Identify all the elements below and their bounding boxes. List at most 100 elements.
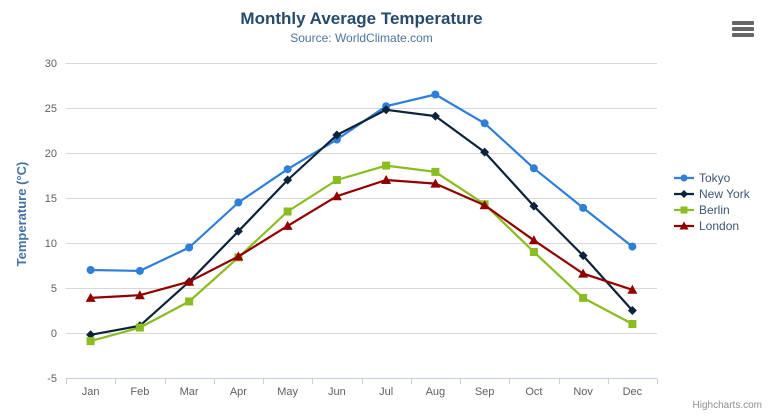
chart-title: Monthly Average Temperature (240, 9, 483, 28)
series-line (89, 93, 634, 272)
marker-triangle (331, 191, 342, 201)
y-axis-labels: -5 0 5 10 15 20 25 30 (45, 58, 57, 385)
marker-circle (185, 243, 194, 252)
x-tick-label: Nov (573, 386, 593, 398)
marker-circle (135, 266, 144, 275)
x-tick-label: May (277, 386, 298, 398)
marker-triangle (85, 292, 96, 302)
marker-circle (431, 90, 440, 99)
marker-square (680, 206, 688, 214)
marker-diamond (86, 330, 96, 340)
marker-diamond (578, 251, 588, 261)
highcharts-credit-link[interactable]: Highcharts.com (692, 400, 762, 411)
marker-triangle (679, 221, 689, 230)
marker-square (529, 248, 538, 256)
marker-triangle (578, 268, 589, 278)
x-tick-label: Sep (475, 386, 495, 398)
marker-triangle (381, 175, 392, 184)
marker-circle (283, 165, 292, 174)
marker-square (283, 207, 292, 216)
legend-item-berlin[interactable]: Berlin (674, 202, 750, 218)
burger-bar (732, 33, 754, 37)
x-tick-label: Jul (379, 386, 393, 398)
marker-diamond (381, 105, 391, 115)
y-tick-label: -5 (47, 373, 57, 385)
marker-diamond (529, 201, 539, 211)
y-tick-label: 5 (51, 283, 57, 295)
series-new-york (86, 105, 637, 340)
marker-circle (480, 119, 489, 128)
marker-square (135, 323, 144, 332)
series-line (89, 178, 634, 299)
x-tick-label: Dec (623, 386, 643, 398)
legend-item-london[interactable]: London (674, 218, 750, 234)
burger-bar (732, 27, 754, 31)
series-tokyo (86, 90, 637, 275)
legend: Tokyo New York Berlin London (674, 170, 750, 234)
y-tick-label: 0 (51, 328, 57, 340)
y-tick-label: 30 (45, 58, 57, 70)
marker-square (628, 320, 637, 328)
x-tick-label: Jan (82, 386, 100, 398)
legend-label: Berlin (699, 203, 730, 217)
marker-diamond (680, 190, 688, 198)
marker-diamond (332, 130, 342, 140)
y-axis-title: Temperature (°C) (14, 162, 29, 267)
y-tick-label: 25 (45, 103, 57, 115)
legend-label: New York (699, 187, 750, 201)
legend-item-tokyo[interactable]: Tokyo (674, 170, 750, 186)
marker-triangle (430, 178, 441, 188)
marker-square (431, 167, 440, 176)
marker-square (185, 297, 194, 306)
x-tick-label: Oct (525, 386, 542, 398)
marker-diamond (627, 306, 637, 315)
marker-square (332, 176, 341, 184)
marker-triangle (134, 290, 145, 300)
marker-diamond (430, 111, 440, 121)
marker-circle (680, 174, 688, 182)
marker-triangle (282, 220, 293, 230)
series-line (89, 108, 634, 336)
marker-triangle (233, 251, 244, 261)
legend-label: Tokyo (699, 171, 731, 185)
marker-diamond (480, 147, 490, 157)
legend-label: London (699, 219, 740, 233)
x-tick-label: Jun (328, 386, 346, 398)
x-axis-labels: Jan Feb Mar Apr May Jun Jul Aug Sep Oct Nov Dec (82, 386, 643, 398)
marker-circle (234, 198, 243, 207)
y-tick-label: 10 (45, 238, 57, 250)
legend-symbol-triangle-icon (674, 221, 694, 230)
context-menu-icon[interactable] (732, 21, 754, 39)
x-tick-label: Aug (426, 386, 446, 398)
series-london (85, 175, 638, 302)
marker-triangle (528, 235, 539, 245)
marker-square (382, 161, 391, 170)
marker-square (86, 337, 95, 346)
legend-symbol-diamond-icon (674, 190, 694, 198)
x-tick-label: Apr (230, 386, 247, 398)
marker-triangle (627, 284, 638, 294)
chart-subtitle: Source: WorldClimate.com (290, 31, 433, 45)
marker-circle (86, 266, 95, 274)
y-gridlines (66, 63, 657, 379)
marker-circle (628, 242, 637, 251)
legend-symbol-circle-icon (674, 174, 694, 182)
y-tick-label: 15 (45, 193, 57, 205)
marker-triangle (479, 200, 490, 210)
burger-bar (732, 21, 754, 25)
marker-circle (529, 164, 538, 173)
legend-symbol-square-icon (674, 206, 694, 214)
legend-item-new-york[interactable]: New York (674, 186, 750, 202)
marker-triangle (184, 276, 195, 286)
y-tick-label: 20 (45, 148, 57, 160)
marker-diamond (233, 226, 243, 236)
marker-square (579, 293, 588, 302)
series-line (89, 164, 634, 343)
marker-circle (579, 203, 588, 212)
x-tick-label: Feb (130, 386, 149, 398)
x-axis (66, 378, 658, 384)
marker-diamond (283, 175, 293, 185)
x-tick-label: Mar (180, 386, 199, 398)
